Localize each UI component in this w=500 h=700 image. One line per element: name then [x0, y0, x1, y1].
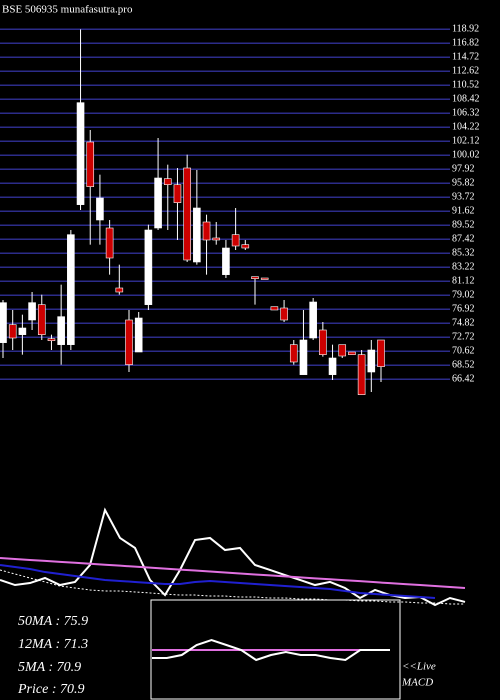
candle-body: [67, 234, 75, 345]
legend-text: 5MA : 70.9: [18, 660, 81, 675]
series-line: [152, 638, 390, 662]
candle-body: [86, 141, 95, 187]
y-tick-label: 87.42: [452, 233, 475, 244]
y-tick-label: 89.52: [452, 219, 475, 230]
candle-body: [270, 306, 279, 311]
series-line: [0, 507, 466, 607]
chart-title: BSE 506935 munafasutra.pro: [2, 4, 133, 16]
candle-body: [37, 304, 46, 335]
candle-body: [338, 344, 347, 357]
y-tick-label: 100.02: [452, 149, 480, 160]
y-tick-label: 112.62: [452, 65, 479, 76]
legend-text: 12MA : 71.3: [18, 637, 88, 652]
candle-body: [76, 102, 85, 205]
series-line: [0, 564, 436, 600]
candle-body: [57, 316, 65, 345]
candle-body: [144, 229, 153, 305]
candle-body: [193, 207, 201, 263]
candle-body: [134, 317, 143, 353]
candle-body: [367, 349, 376, 373]
candle-body: [260, 277, 269, 280]
candle-body: [115, 287, 124, 293]
legend-text: Price : 70.9: [17, 682, 84, 697]
candle-body: [319, 329, 327, 355]
candle-body: [251, 276, 259, 279]
candle-body: [96, 197, 104, 221]
macd-frame: [150, 599, 401, 700]
y-tick-label: 68.52: [452, 359, 475, 370]
candle-body: [125, 319, 133, 365]
y-tick-label: 66.42: [452, 373, 475, 384]
candle-body: [47, 338, 56, 341]
y-tick-label: 72.72: [452, 331, 475, 342]
y-tick-label: 91.62: [452, 205, 475, 216]
y-tick-label: 83.22: [452, 261, 475, 272]
candle-body: [377, 339, 385, 367]
y-tick-label: 102.12: [452, 135, 480, 146]
y-tick-label: 116.82: [452, 37, 479, 48]
y-tick-label: 110.52: [452, 79, 479, 90]
candle-body: [183, 167, 191, 261]
candle-body: [289, 344, 298, 363]
series-line: [0, 556, 466, 589]
y-tick-label: 70.62: [452, 345, 475, 356]
candle-body: [8, 324, 17, 339]
candle-body: [222, 247, 230, 275]
candle-body: [299, 339, 308, 375]
y-tick-label: 106.32: [452, 107, 480, 118]
candle-body: [280, 307, 288, 321]
y-tick-label: 81.12: [452, 275, 475, 286]
candle-body: [154, 177, 162, 229]
y-tick-label: 95.82: [452, 177, 475, 188]
y-tick-label: 97.92: [452, 163, 475, 174]
macd-label: MACD: [401, 677, 433, 689]
candle-body: [105, 227, 114, 259]
candle-body: [212, 237, 221, 241]
candle-body: [309, 301, 317, 339]
candle-body: [173, 184, 182, 203]
candle-body: [231, 234, 240, 247]
candle-body: [0, 302, 7, 343]
candle-body: [163, 178, 172, 185]
y-tick-label: 85.32: [452, 247, 475, 258]
candle-body: [328, 357, 337, 375]
y-tick-label: 108.42: [452, 93, 480, 104]
candle-body: [28, 302, 36, 321]
y-tick-label: 79.02: [452, 289, 475, 300]
y-tick-label: 114.72: [452, 51, 479, 62]
y-tick-label: 93.72: [452, 191, 475, 202]
legend-text: 50MA : 75.9: [18, 614, 88, 629]
y-tick-label: 118.92: [452, 23, 479, 34]
candle-body: [18, 327, 27, 335]
candle-body: [202, 221, 211, 241]
candle-body: [241, 244, 250, 249]
candle-body: [348, 351, 356, 355]
candle-body: [357, 354, 366, 395]
macd-label: <<Live: [402, 661, 436, 673]
y-tick-label: 74.82: [452, 317, 475, 328]
y-tick-label: 76.92: [452, 303, 475, 314]
y-tick-label: 104.22: [452, 121, 480, 132]
